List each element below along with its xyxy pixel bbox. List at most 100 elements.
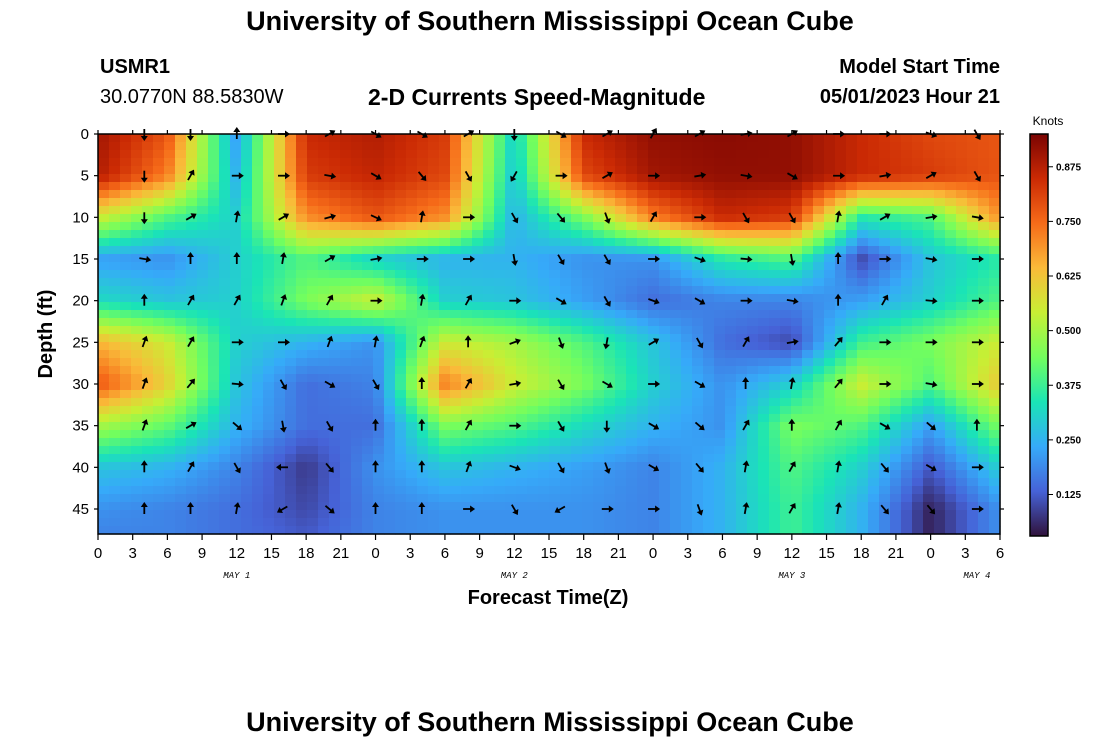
heatmap-cell [340, 430, 352, 439]
heatmap-cell [494, 262, 506, 271]
heatmap-cell [274, 286, 286, 295]
heatmap-cell [461, 398, 473, 407]
heatmap-cell [197, 278, 209, 287]
heatmap-cell [120, 382, 132, 391]
current-arrow [973, 170, 981, 182]
heatmap-cell [725, 134, 737, 143]
heatmap-cell [835, 246, 847, 255]
heatmap-cell [296, 494, 308, 503]
heatmap-cell [186, 222, 198, 231]
heatmap-cell [945, 326, 957, 335]
heatmap-cell [263, 518, 275, 527]
heatmap-cell [835, 254, 847, 263]
heatmap-cell [648, 174, 660, 183]
heatmap-cell [780, 486, 792, 495]
heatmap-cell [571, 374, 583, 383]
x-tick-label: 3 [129, 545, 137, 562]
heatmap-cell [703, 414, 715, 423]
heatmap-cell [153, 198, 165, 207]
heatmap-cell [219, 230, 231, 239]
current-arrow [879, 380, 892, 388]
heatmap-cell [373, 134, 385, 143]
heatmap-cell [945, 246, 957, 255]
heatmap-cell [417, 358, 429, 367]
heatmap-cell [725, 174, 737, 183]
current-arrow [835, 502, 842, 515]
heatmap-cell [472, 270, 484, 279]
heatmap-cell [747, 166, 759, 175]
heatmap-cell [384, 350, 396, 359]
heatmap-cell [967, 134, 979, 143]
heatmap-cell [505, 382, 517, 391]
heatmap-cell [131, 374, 143, 383]
heatmap-cell [362, 358, 374, 367]
heatmap-cell [516, 150, 528, 159]
heatmap-cell [604, 142, 616, 151]
heatmap-cell [736, 374, 748, 383]
heatmap-cell [384, 158, 396, 167]
heatmap-cell [626, 318, 638, 327]
heatmap-cell [758, 238, 770, 247]
heatmap-cell [373, 230, 385, 239]
heatmap-cell [417, 302, 429, 311]
heatmap-cell [868, 470, 880, 479]
heatmap-cell [494, 230, 506, 239]
heatmap-cell [494, 270, 506, 279]
heatmap-cell [703, 142, 715, 151]
heatmap-cell [978, 206, 990, 215]
heatmap-cell [329, 350, 341, 359]
heatmap-cell [736, 510, 748, 519]
heatmap-cell [208, 254, 220, 263]
current-arrow [603, 254, 611, 266]
heatmap-cell [868, 414, 880, 423]
heatmap-cell [450, 286, 462, 295]
heatmap-cell [868, 454, 880, 463]
heatmap-cell [175, 486, 187, 495]
heatmap-cell [252, 366, 264, 375]
heatmap-cell [703, 206, 715, 215]
heatmap-cell [769, 294, 781, 303]
heatmap-cell [780, 398, 792, 407]
heatmap-cell [747, 158, 759, 167]
heatmap-cell [263, 182, 275, 191]
heatmap-cell [230, 246, 242, 255]
heatmap-cell [780, 422, 792, 431]
heatmap-cell [681, 190, 693, 199]
heatmap-cell [417, 342, 429, 351]
heatmap-cell [230, 486, 242, 495]
heatmap-cell [329, 270, 341, 279]
heatmap-cell [494, 366, 506, 375]
heatmap-cell [516, 246, 528, 255]
heatmap-cell [318, 382, 330, 391]
heatmap-cell [560, 190, 572, 199]
heatmap-cell [494, 238, 506, 247]
heatmap-cell [450, 374, 462, 383]
heatmap-cell [274, 414, 286, 423]
heatmap-cell [659, 262, 671, 271]
heatmap-cell [428, 438, 440, 447]
heatmap-cell [164, 390, 176, 399]
heatmap-cell [593, 494, 605, 503]
heatmap-cell [252, 390, 264, 399]
heatmap-cell [758, 286, 770, 295]
heatmap-cell [395, 350, 407, 359]
heatmap-cell [428, 142, 440, 151]
heatmap-cell [604, 334, 616, 343]
heatmap-cell [120, 190, 132, 199]
heatmap-cell [175, 182, 187, 191]
heatmap-cell [505, 430, 517, 439]
heatmap-cell [868, 510, 880, 519]
heatmap-cell [879, 430, 891, 439]
heatmap-cell [307, 206, 319, 215]
heatmap-cell [571, 230, 583, 239]
heatmap-cell [406, 262, 418, 271]
heatmap-cell [615, 326, 627, 335]
heatmap-cell [956, 470, 968, 479]
heatmap-cell [373, 366, 385, 375]
heatmap-cell [736, 390, 748, 399]
heatmap-cell [318, 278, 330, 287]
heatmap-cell [648, 222, 660, 231]
heatmap-cell [186, 158, 198, 167]
current-arrow [278, 172, 290, 180]
heatmap-cell [593, 150, 605, 159]
